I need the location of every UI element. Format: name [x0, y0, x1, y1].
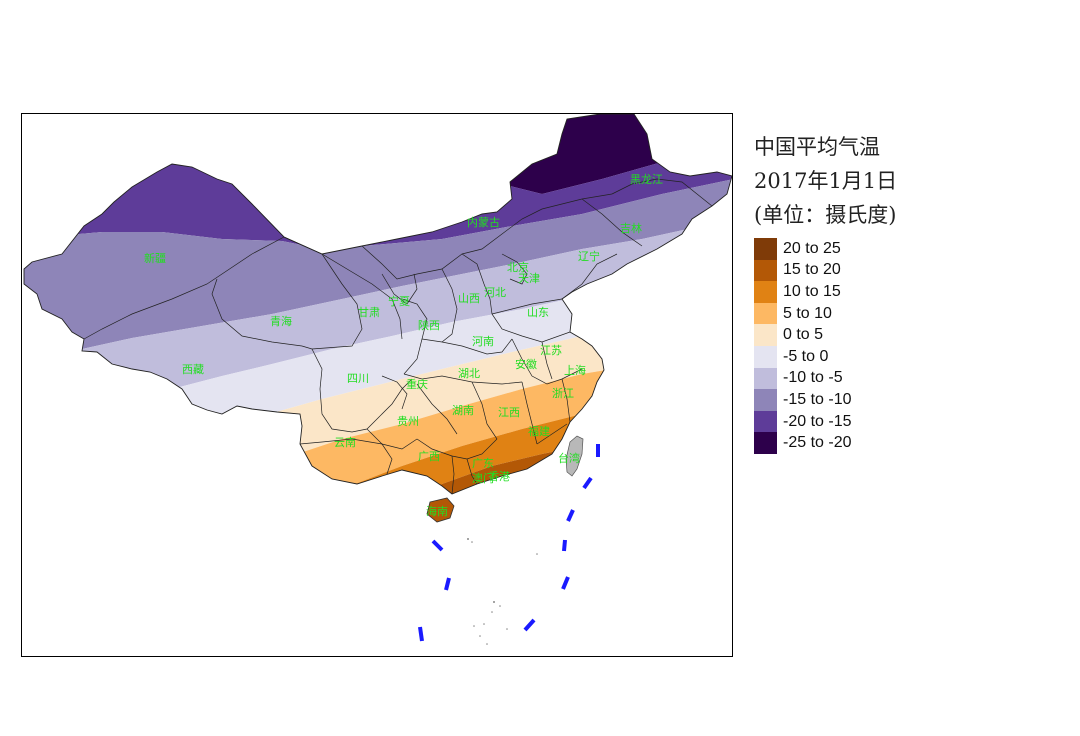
legend-row: 0 to 5 [754, 324, 954, 346]
legend-label: 20 to 25 [783, 239, 841, 257]
legend-row: 10 to 15 [754, 281, 954, 303]
province-label: 江西 [498, 406, 520, 419]
province-label: 辽宁 [578, 249, 600, 263]
province-label: 上海 [564, 363, 586, 377]
legend-label: 0 to 5 [783, 326, 824, 344]
province-label: 黑龙江 [630, 173, 663, 186]
legend-swatch [754, 238, 777, 260]
temperature-band [24, 179, 732, 364]
province-label: 广西 [418, 450, 440, 463]
legend-row: 5 to 10 [754, 302, 954, 325]
province-label: 海南 [426, 504, 448, 518]
legend-label: -10 to -5 [783, 369, 843, 387]
province-label: 新疆 [144, 251, 166, 265]
legend-label: 15 to 20 [783, 261, 841, 279]
nine-dash-line [418, 444, 600, 642]
legend-swatch [754, 432, 777, 454]
province-label: 山西 [458, 292, 480, 305]
province-label: 湖北 [458, 367, 480, 380]
legend-label: -5 to 0 [783, 347, 829, 365]
province-label: 澳门 [472, 471, 494, 485]
legend-swatch [754, 302, 777, 325]
province-label: 陕西 [418, 318, 440, 332]
province-label: 宁夏 [388, 294, 410, 308]
legend-title-line3: (单位：摄氏度) [754, 203, 897, 227]
province-label: 四川 [347, 372, 369, 385]
province-label: 河北 [484, 286, 506, 299]
province-label: 贵州 [397, 415, 419, 428]
hainan-outline [426, 497, 455, 523]
legend-label: 5 to 10 [783, 304, 832, 322]
province-label: 江苏 [540, 344, 562, 357]
province-label: 青海 [270, 314, 292, 328]
temperature-bands [24, 114, 732, 494]
legend-row: 20 to 25 [754, 238, 954, 260]
legend-row: -25 to -20 [754, 432, 954, 454]
legend-label: -15 to -10 [783, 390, 852, 408]
province-label: 天津 [518, 272, 540, 285]
legend-swatch [754, 345, 777, 368]
province-label: 重庆 [406, 377, 428, 391]
province-label: 广东 [472, 457, 494, 470]
legend-swatch [754, 410, 777, 433]
south-sea-islands [467, 538, 538, 645]
legend-swatch [754, 259, 777, 282]
province-label: 吉林 [620, 221, 642, 235]
legend-title-line2: 2017年1月1日 [754, 169, 898, 193]
province-label: 香港 [488, 470, 510, 483]
legend-row: -5 to 0 [754, 345, 954, 368]
legend-items: 20 to 25 15 to 20 10 to 15 5 to 10 0 to 5 -5 … [754, 238, 954, 454]
legend-label: 10 to 15 [783, 282, 841, 300]
province-label: 西藏 [182, 363, 204, 376]
legend-row: -10 to -5 [754, 367, 954, 390]
temperature-band [24, 219, 732, 424]
province-label: 台湾 [558, 451, 580, 465]
province-label: 北京 [507, 260, 529, 274]
province-label: 山东 [527, 306, 549, 319]
map-panel: 黑龙江吉林辽宁 内蒙古新疆青海西藏 甘肃 宁夏 陕西 山西 河北 北京 天津山东河南江苏 安徽 上海… [21, 113, 733, 657]
province-label: 湖南 [452, 404, 474, 417]
legend-label: -25 to -20 [783, 434, 852, 452]
province-boundaries [23, 114, 732, 495]
legend-swatch [754, 281, 777, 303]
province-label: 福建 [528, 424, 550, 438]
province-label: 河南 [472, 335, 494, 348]
legend-swatch [754, 389, 777, 411]
legend: 中国平均气温 2017年1月1日 (单位：摄氏度) 20 to 25 15 to … [754, 130, 954, 454]
province-label: 云南 [334, 436, 356, 449]
temperature-band [24, 354, 732, 494]
province-label: 浙江 [552, 387, 574, 400]
legend-swatch [754, 324, 777, 346]
legend-row: 15 to 20 [754, 259, 954, 282]
legend-row: -15 to -10 [754, 389, 954, 411]
legend-title-line1: 中国平均气温 [754, 135, 880, 159]
province-label: 内蒙古 [467, 215, 500, 229]
taiwan-island [565, 435, 584, 477]
province-label: 安徽 [515, 357, 537, 371]
legend-swatch [754, 367, 777, 390]
legend-row: -20 to -15 [754, 410, 954, 433]
province-label: 甘肃 [358, 306, 380, 319]
legend-label: -20 to -15 [783, 412, 852, 430]
